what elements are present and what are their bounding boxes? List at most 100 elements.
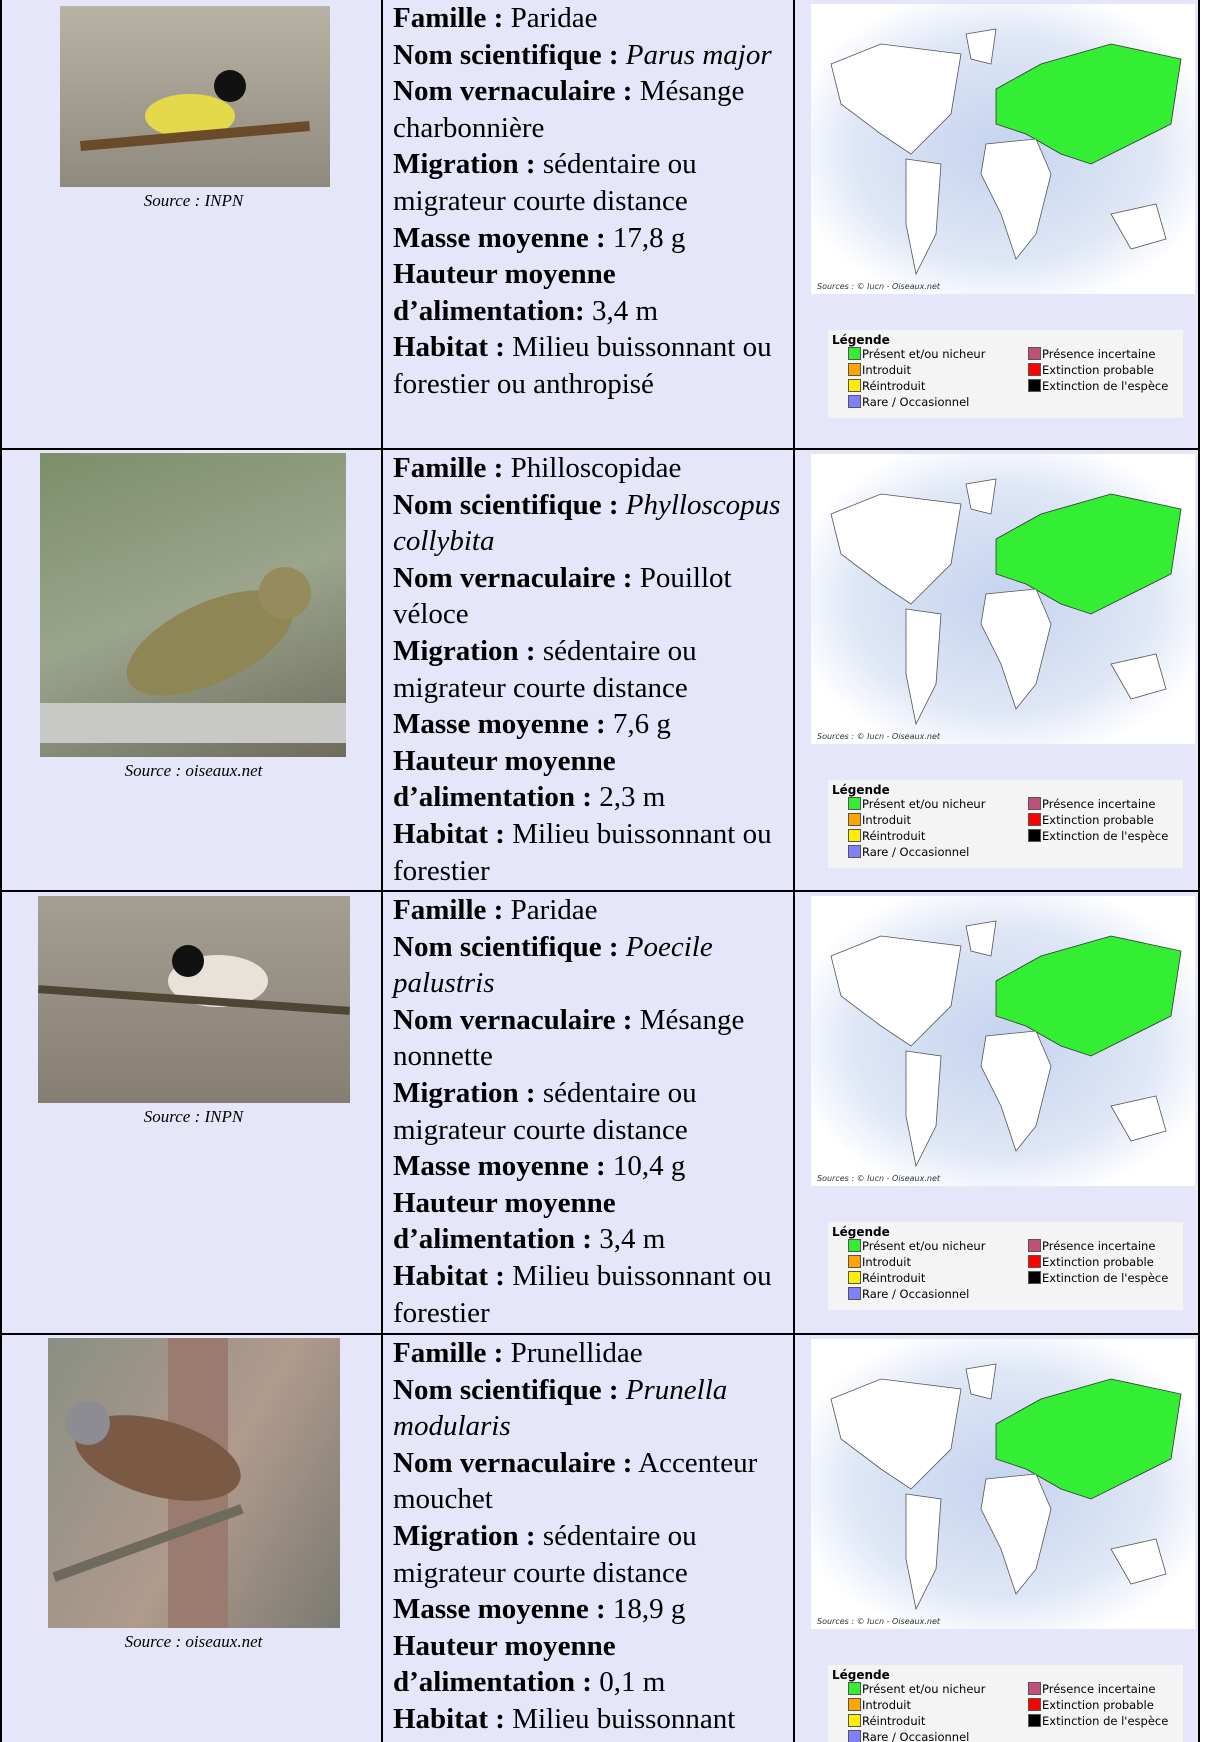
- legend-item: Extinction de l'espèce: [1028, 379, 1168, 393]
- field-value: 10,4 g: [612, 1150, 686, 1183]
- range-map: Sources : © Iucn - Oiseaux.net: [811, 896, 1195, 1186]
- bird-photo: [60, 6, 330, 187]
- legend-label: Extinction probable: [1042, 1698, 1154, 1712]
- legend-item: Réintroduit: [848, 1714, 925, 1728]
- legend-label: Présent et/ou nicheur: [862, 1682, 986, 1696]
- field-label: Nom scientifique :: [393, 38, 619, 71]
- legend-swatch: [1028, 1698, 1041, 1711]
- field-value: Phylloscopus collybita: [393, 488, 781, 558]
- field-label: Hauteur moyenne d’alimentation :: [393, 744, 616, 814]
- map-cell: Sources : © Iucn - Oiseaux.net Légende Pré…: [795, 450, 1200, 890]
- info-field: Hauteur moyenne d’alimentation: 3,4 m: [393, 256, 783, 329]
- legend-label: Extinction probable: [1042, 813, 1154, 827]
- legend-label: Extinction de l'espèce: [1042, 379, 1169, 393]
- legend-item: Présence incertaine: [1028, 347, 1155, 361]
- bird-photo: [38, 896, 350, 1103]
- legend-swatch: [1028, 1682, 1041, 1695]
- field-value: Prunellidae: [510, 1337, 643, 1369]
- legend-item: Rare / Occasionnel: [848, 395, 969, 409]
- legend-item: Présent et/ou nicheur: [848, 1239, 985, 1253]
- legend-label: Réintroduit: [862, 1271, 926, 1285]
- legend-item: Réintroduit: [848, 379, 925, 393]
- field-label: Nom vernaculaire :: [393, 1446, 633, 1479]
- map-source: Sources : © Iucn - Oiseaux.net: [817, 1617, 941, 1626]
- legend-label: Extinction de l'espèce: [1042, 1271, 1169, 1285]
- map-drawing: [830, 478, 1182, 726]
- info-field: Migration : sédentaire ou migrateur cour…: [393, 146, 783, 219]
- info-field: Masse moyenne : 17,8 g: [393, 220, 783, 257]
- legend-item: Introduit: [848, 363, 911, 377]
- legend-swatch: [848, 1271, 861, 1284]
- map-source: Sources : © Iucn - Oiseaux.net: [817, 282, 941, 291]
- field-value: 18,9 g: [612, 1593, 686, 1626]
- info-field: Nom scientifique : Poecile palustris: [393, 929, 783, 1002]
- field-label: Nom vernaculaire :: [393, 561, 633, 594]
- field-label: Migration :: [393, 634, 536, 667]
- species-row: Source : INPN Famille : Paridae Nom scient…: [0, 0, 1200, 450]
- legend-item: Extinction probable: [1028, 1698, 1154, 1712]
- info-field: Habitat : Milieu buissonnant ou forestie…: [393, 816, 783, 889]
- legend-swatch: [1028, 813, 1041, 826]
- field-label: Famille :: [393, 1337, 504, 1369]
- info-field: Famille : Prunellidae: [393, 1335, 783, 1372]
- legend-label: Extinction probable: [1042, 1255, 1154, 1269]
- field-value: Accenteur mouchet: [393, 1446, 758, 1516]
- legend-item: Extinction de l'espèce: [1028, 1714, 1168, 1728]
- info-cell: Famille : Paridae Nom scientifique : Poec…: [383, 892, 795, 1333]
- bird-photo: [40, 453, 346, 757]
- legend-label: Présence incertaine: [1042, 347, 1156, 361]
- field-label: Masse moyenne :: [393, 1150, 606, 1183]
- legend-item: Présent et/ou nicheur: [848, 797, 985, 811]
- legend-label: Introduit: [862, 813, 911, 827]
- field-label: Nom scientifique :: [393, 1373, 619, 1406]
- legend-label: Rare / Occasionnel: [862, 845, 970, 859]
- legend-item: Extinction de l'espèce: [1028, 1271, 1168, 1285]
- legend-swatch: [848, 395, 861, 408]
- legend-swatch: [848, 1730, 861, 1742]
- legend-label: Présence incertaine: [1042, 797, 1156, 811]
- legend-title: Légende: [832, 783, 890, 797]
- range-map: Sources : © Iucn - Oiseaux.net: [811, 1339, 1195, 1629]
- info-field: Migration : sédentaire ou migrateur cour…: [393, 1518, 783, 1591]
- legend-swatch: [848, 347, 861, 360]
- legend-swatch: [848, 1239, 861, 1252]
- legend-label: Présent et/ou nicheur: [862, 347, 986, 361]
- legend-swatch: [848, 797, 861, 810]
- field-label: Migration :: [393, 1519, 536, 1552]
- field-label: Nom scientifique :: [393, 930, 619, 963]
- photo-cell: Source : INPN: [0, 892, 383, 1333]
- photo-source: Source : INPN: [143, 191, 244, 210]
- field-value: Pouillot véloce: [393, 561, 732, 631]
- field-label: Nom vernaculaire :: [393, 1003, 633, 1036]
- map-drawing: [830, 920, 1182, 1168]
- field-value: Poecile palustris: [393, 930, 713, 1000]
- field-label: Habitat :: [393, 331, 505, 364]
- legend-title: Légende: [832, 1225, 890, 1239]
- info-field: Masse moyenne : 10,4 g: [393, 1148, 783, 1185]
- legend-swatch: [1028, 363, 1041, 376]
- bird-figure: [52, 1338, 244, 1628]
- map-cell: Sources : © Iucn - Oiseaux.net Légende Pré…: [795, 1335, 1200, 1742]
- field-label: Habitat :: [393, 1702, 505, 1735]
- legend-swatch: [848, 845, 861, 858]
- info-field: Nom scientifique : Prunella modularis: [393, 1372, 783, 1445]
- info-field: Habitat : Milieu buissonnant: [393, 1701, 783, 1738]
- legend-item: Présence incertaine: [1028, 1239, 1155, 1253]
- info-field: Nom scientifique : Parus major: [393, 37, 783, 74]
- legend-swatch: [1028, 1239, 1041, 1252]
- info-field: Nom vernaculaire : Pouillot véloce: [393, 560, 783, 633]
- photo-source: Source : oiseaux.net: [124, 1632, 263, 1651]
- legend-item: Extinction de l'espèce: [1028, 829, 1168, 843]
- info-field: Famille : Paridae: [393, 0, 783, 37]
- range-map: Sources : © Iucn - Oiseaux.net: [811, 4, 1195, 294]
- field-value: Paridae: [510, 894, 598, 926]
- legend-item: Rare / Occasionnel: [848, 1287, 969, 1301]
- legend-label: Présent et/ou nicheur: [862, 797, 986, 811]
- legend-item: Introduit: [848, 1255, 911, 1269]
- field-value: sédentaire ou migrateur courte distance: [393, 148, 697, 217]
- bird-figure: [40, 567, 346, 743]
- legend-label: Extinction de l'espèce: [1042, 1714, 1169, 1728]
- legend-title: Légende: [832, 333, 890, 347]
- field-label: Habitat :: [393, 1259, 505, 1292]
- field-value: sédentaire ou migrateur courte distance: [393, 634, 697, 704]
